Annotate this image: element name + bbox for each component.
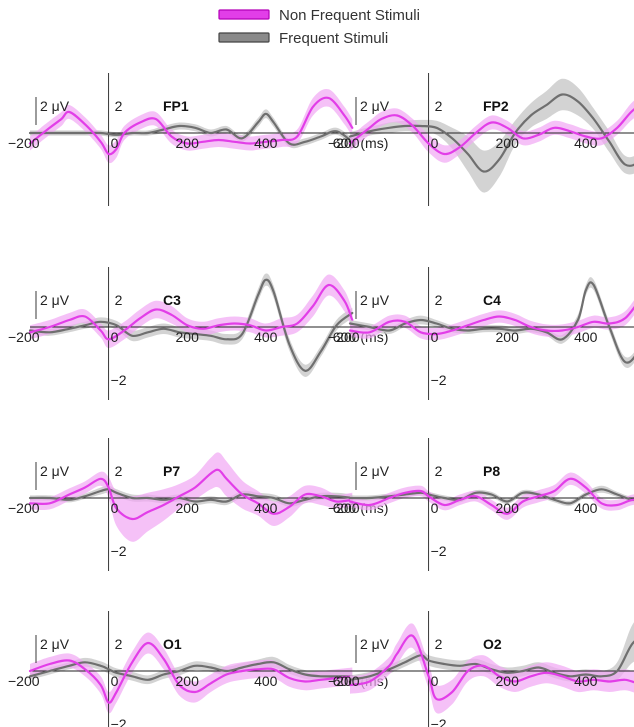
y-tick-minus2-p7: −2 (111, 543, 127, 559)
legend-label-non-frequent: Non Frequent Stimuli (279, 7, 420, 24)
band-non-frequent-fp2 (350, 100, 634, 163)
x-tick-0-o1: 0 (111, 673, 119, 689)
y-tick-minus2-o1: −2 (111, 716, 127, 727)
x-tick-0-p7: 0 (111, 500, 119, 516)
scale-label-o1: 2 μV (40, 636, 70, 652)
x-tick-neg200-fp1: −200 (8, 135, 40, 151)
x-tick-200-c4: 200 (496, 329, 520, 345)
x-tick-200-o1: 200 (176, 673, 200, 689)
y-tick-plus2-p8: 2 (435, 463, 443, 479)
line-non-frequent-o1 (28, 641, 354, 704)
line-frequent-p7 (28, 488, 354, 505)
panel-title-p7: P7 (163, 463, 180, 479)
x-tick-200-p7: 200 (176, 500, 200, 516)
scale-label-p8: 2 μV (360, 463, 390, 479)
line-non-frequent-o2 (348, 634, 634, 701)
band-frequent-fp2 (350, 78, 634, 193)
panel-fp1: 2 μV 2 FP1−200 0 200 400 600 (ms) (8, 73, 388, 206)
x-tick-200-o2: 200 (496, 673, 520, 689)
line-frequent-o2 (348, 640, 634, 681)
x-tick-400-o2: 400 (574, 673, 598, 689)
legend-swatch-non-frequent (218, 9, 270, 20)
line-non-frequent-p8 (348, 477, 634, 515)
line-non-frequent-fp2 (348, 107, 634, 156)
panel-title-fp2: FP2 (483, 98, 509, 114)
panel-title-c3: C3 (163, 292, 181, 308)
scale-label-fp2: 2 μV (360, 98, 390, 114)
line-frequent-o1 (28, 660, 354, 681)
x-tick-200-p8: 200 (496, 500, 520, 516)
x-tick-0-c4: 0 (431, 329, 439, 345)
x-tick-400-p7: 400 (254, 500, 278, 516)
line-frequent-c4 (348, 281, 634, 364)
x-tick-0-p8: 0 (431, 500, 439, 516)
y-tick-plus2-fp1: 2 (115, 98, 123, 114)
panel-title-o2: O2 (483, 636, 502, 652)
y-tick-plus2-c4: 2 (435, 292, 443, 308)
x-tick-0-c3: 0 (111, 329, 119, 345)
panel-c3: 2 μV 2−2C3−200 0 200 400 600 (ms) (8, 267, 388, 400)
scale-label-c3: 2 μV (40, 292, 70, 308)
scale-label-o2: 2 μV (360, 636, 390, 652)
y-tick-minus2-c4: −2 (431, 372, 447, 388)
legend-label-frequent: Frequent Stimuli (279, 30, 388, 47)
panel-title-fp1: FP1 (163, 98, 189, 114)
x-tick-neg200-c3: −200 (8, 329, 40, 345)
x-tick-0-fp1: 0 (111, 135, 119, 151)
scale-label-fp1: 2 μV (40, 98, 70, 114)
x-tick-neg200-o1: −200 (8, 673, 40, 689)
x-tick-0-fp2: 0 (431, 135, 439, 151)
x-tick-200-fp2: 200 (496, 135, 520, 151)
y-tick-minus2-o2: −2 (431, 716, 447, 727)
band-non-frequent-o1 (30, 632, 353, 714)
y-tick-plus2-o2: 2 (435, 636, 443, 652)
x-tick-200-c3: 200 (176, 329, 200, 345)
x-tick-400-p8: 400 (574, 500, 598, 516)
line-non-frequent-c3 (28, 283, 354, 341)
scale-label-p7: 2 μV (40, 463, 70, 479)
legend-swatch-frequent (218, 32, 270, 43)
y-tick-minus2-p8: −2 (431, 543, 447, 559)
x-tick-neg200-o2: −200 (328, 673, 360, 689)
x-tick-neg200-c4: −200 (328, 329, 360, 345)
panel-title-p8: P8 (483, 463, 500, 479)
line-non-frequent-c4 (348, 305, 634, 336)
scale-label-c4: 2 μV (360, 292, 390, 308)
line-non-frequent-fp1 (28, 96, 354, 156)
y-tick-plus2-p7: 2 (115, 463, 123, 479)
band-non-frequent-p7 (30, 452, 353, 542)
y-tick-plus2-o1: 2 (115, 636, 123, 652)
band-non-frequent-fp1 (30, 88, 353, 164)
line-frequent-p8 (348, 488, 634, 505)
line-non-frequent-p7 (28, 468, 354, 521)
x-tick-400-fp1: 400 (254, 135, 278, 151)
x-tick-200-fp1: 200 (176, 135, 200, 151)
x-tick-400-c4: 400 (574, 329, 598, 345)
x-tick-400-o1: 400 (254, 673, 278, 689)
y-tick-minus2-c3: −2 (111, 372, 127, 388)
x-tick-400-c3: 400 (254, 329, 278, 345)
legend: Non Frequent Stimuli Frequent Stimuli (218, 7, 420, 47)
x-tick-0-o2: 0 (431, 673, 439, 689)
x-tick-neg200-p7: −200 (8, 500, 40, 516)
panel-title-o1: O1 (163, 636, 182, 652)
x-unit-label-fp1: (ms) (360, 135, 388, 151)
y-tick-plus2-fp2: 2 (435, 98, 443, 114)
x-tick-400-fp2: 400 (574, 135, 598, 151)
panels-group: 2 μV 2 FP1−200 0 200 400 600 (ms)2 μV 2 FP2−200 0 2… (8, 73, 634, 727)
x-tick-neg200-p8: −200 (328, 500, 360, 516)
panel-title-c4: C4 (483, 292, 501, 308)
x-tick-neg200-fp2: −200 (328, 135, 360, 151)
y-tick-plus2-c3: 2 (115, 292, 123, 308)
